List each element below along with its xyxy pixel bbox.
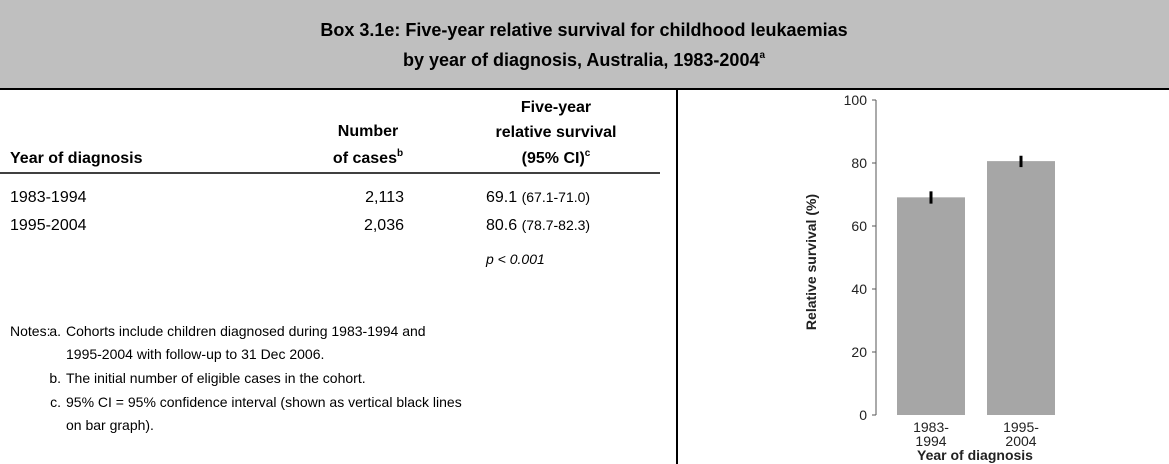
cell-value: 69.1	[486, 189, 517, 206]
note-line: 1995-2004 with follow-up to 31 Dec 2006.	[66, 346, 324, 362]
title-line: Box 3.1e: Five-year relative survival fo…	[320, 20, 847, 40]
y-tick-label: 40	[851, 281, 867, 297]
y-tick-label: 20	[851, 344, 867, 360]
title-line: by year of diagnosis, Australia, 1983-20…	[403, 50, 766, 70]
column-header-sup: c	[585, 148, 591, 159]
column-header: relative survival	[496, 124, 617, 141]
cell-ci: (78.7-82.3)	[522, 217, 590, 233]
column-header: Five-year	[521, 99, 591, 116]
note-marker: b.	[49, 370, 61, 386]
y-tick-label: 0	[859, 407, 867, 423]
notes-label: Notes:	[10, 323, 50, 339]
x-tick-label-line: 1983-	[913, 419, 949, 435]
y-tick-label: 100	[844, 92, 868, 108]
cell: 1983-1994	[10, 189, 87, 206]
column-header-text: (95% CI)	[522, 150, 585, 167]
note-marker: a.	[49, 323, 61, 339]
x-tick-label: 1995-2004	[1003, 419, 1039, 449]
header-band	[0, 0, 1169, 88]
column-header-sup: b	[397, 148, 403, 159]
cell: 2,036	[364, 217, 404, 234]
note-line: on bar graph).	[66, 417, 154, 433]
y-tick-label: 80	[851, 155, 867, 171]
note-marker: c.	[50, 394, 61, 410]
cell-ci: (67.1-71.0)	[522, 189, 590, 205]
notes: Notes: a. Cohorts include children diagn…	[10, 323, 462, 433]
y-axis-title: Relative survival (%)	[803, 194, 819, 330]
column-header: Number	[338, 123, 398, 140]
y-tick-label: 60	[851, 218, 867, 234]
note-line: Cohorts include children diagnosed durin…	[66, 323, 426, 339]
column-header: (95% CI)c	[522, 148, 591, 167]
cell: 80.6 (78.7-82.3)	[486, 217, 590, 234]
x-tick-label-line: 1995-	[1003, 419, 1039, 435]
cell-value: 80.6	[486, 217, 517, 234]
chart: 0 20 40 60 80 100 Relative survival (%) Year of…	[803, 92, 1055, 463]
x-tick-label-line: 2004	[1005, 433, 1036, 449]
cell: 1995-2004	[10, 217, 87, 234]
title-sup: a	[759, 50, 765, 61]
column-header: of casesb	[333, 148, 403, 167]
cell: 69.1 (67.1-71.0)	[486, 189, 590, 206]
x-tick-label-line: 1994	[915, 433, 946, 449]
note-line: 95% CI = 95% confidence interval (shown …	[66, 394, 462, 410]
title-text: by year of diagnosis, Australia, 1983-20…	[403, 50, 760, 70]
column-header-text: of cases	[333, 150, 397, 167]
x-axis-title: Year of diagnosis	[917, 447, 1033, 463]
x-tick-label: 1983-1994	[913, 419, 949, 449]
bar	[987, 161, 1055, 415]
note-line: The initial number of eligible cases in …	[66, 370, 366, 386]
cell: 2,113	[365, 189, 404, 206]
column-header: Year of diagnosis	[10, 150, 143, 167]
bar	[897, 197, 965, 415]
p-value: p < 0.001	[485, 251, 545, 267]
